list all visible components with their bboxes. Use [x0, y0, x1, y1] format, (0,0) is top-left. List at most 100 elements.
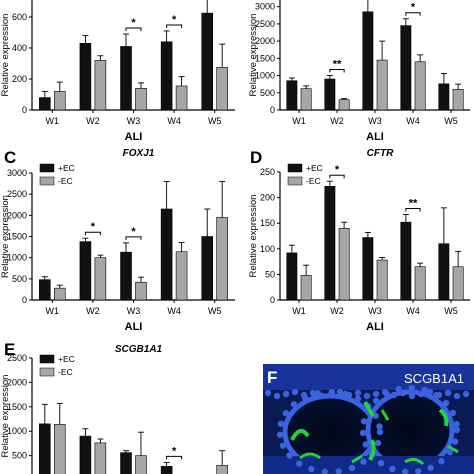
bar-minus-ec-w2 — [338, 228, 350, 301]
y-tick-label: 500 — [260, 88, 275, 98]
x-tick-label: W4 — [406, 306, 420, 316]
nucleus — [401, 468, 409, 474]
bar-plus-ec-w5 — [438, 243, 450, 301]
bar-minus-ec-w2 — [94, 60, 107, 111]
nucleus — [408, 392, 416, 400]
x-tick-label: W1 — [46, 306, 60, 316]
nucleus — [359, 429, 367, 437]
bar-minus-ec-w4 — [414, 266, 426, 301]
y-tick-label: 3000 — [7, 168, 27, 178]
bar-minus-ec-w3 — [376, 59, 388, 111]
bar-plus-ec-w2 — [324, 78, 336, 111]
y-tick-label: 2000 — [255, 36, 275, 46]
nucleus — [282, 410, 290, 417]
x-axis-label: ALI — [366, 131, 384, 143]
x-tick-label: W1 — [46, 116, 60, 126]
nucleus — [374, 439, 382, 447]
significance-bracket — [405, 12, 421, 16]
nucleus — [453, 392, 461, 400]
x-tick-label: W4 — [406, 116, 420, 126]
y-tick-label: 0 — [22, 295, 27, 305]
chart-title: FOXJ1 — [123, 148, 155, 159]
bar-minus-ec-w5 — [452, 266, 464, 301]
x-tick-label: W5 — [444, 116, 458, 126]
bar-minus-ec-w1 — [53, 91, 66, 111]
micrograph-label: SCGB1A1 — [404, 371, 464, 386]
bar-plus-ec-w3 — [362, 237, 374, 301]
significance-bracket — [125, 236, 142, 240]
y-tick-label: 0 — [270, 295, 275, 305]
bar-plus-ec-w4 — [400, 25, 412, 111]
legend-label: +EC — [58, 163, 75, 173]
significance-star: * — [131, 226, 136, 238]
bar-plus-ec-w2 — [79, 43, 92, 111]
x-axis-label: ALI — [366, 321, 384, 333]
bar-minus-ec-w1 — [53, 424, 66, 474]
bar-plus-ec-w1 — [39, 97, 51, 111]
y-tick-label: 2500 — [7, 353, 27, 363]
y-tick-label: 250 — [260, 167, 275, 177]
bar-plus-ec-w3 — [120, 452, 132, 474]
y-tick-label: 1000 — [7, 253, 27, 263]
nucleus — [362, 441, 370, 448]
significance-bracket — [166, 24, 183, 28]
nucleus — [342, 390, 349, 398]
panel-letter-e: E — [4, 340, 15, 359]
legend-swatch — [39, 354, 55, 364]
legend-swatch — [39, 163, 55, 173]
nucleus — [291, 388, 299, 396]
y-tick-label: 200 — [260, 193, 275, 203]
bar-plus-ec-w5 — [201, 236, 214, 301]
nucleus — [421, 386, 428, 394]
bar-plus-ec-w1 — [286, 80, 298, 111]
x-tick-label: W3 — [127, 306, 141, 316]
legend-swatch — [39, 176, 55, 186]
bar-minus-ec-w3 — [135, 455, 147, 474]
x-tick-label: W1 — [292, 306, 306, 316]
x-axis-label: ALI — [125, 131, 143, 143]
bar-plus-ec-w1 — [39, 423, 51, 474]
nucleus — [335, 468, 342, 474]
significance-star: ** — [409, 197, 418, 209]
bar-minus-ec-w5 — [452, 89, 464, 111]
nucleus — [360, 418, 368, 425]
x-tick-label: W1 — [292, 116, 306, 126]
nucleus — [309, 389, 317, 397]
bar-minus-ec-w3 — [376, 259, 388, 301]
significance-bracket — [125, 27, 142, 32]
nucleus — [438, 458, 445, 465]
bar-plus-ec-w2 — [79, 435, 92, 474]
x-tick-label: W5 — [444, 306, 458, 316]
nucleus — [427, 464, 434, 471]
bar-minus-ec-w2 — [338, 99, 350, 111]
bar-plus-ec-w4 — [160, 466, 173, 474]
bar-plus-ec-w1 — [286, 252, 298, 301]
nucleus — [395, 386, 402, 393]
nucleus — [376, 423, 383, 430]
nucleus — [360, 458, 367, 465]
nucleus — [321, 468, 328, 474]
significance-bracket — [166, 455, 183, 460]
nucleus — [408, 384, 415, 392]
legend-label: -EC — [58, 176, 73, 186]
significance-star: * — [91, 221, 96, 233]
nucleus — [389, 465, 396, 473]
bar-minus-ec-w2 — [94, 257, 107, 301]
nucleus — [376, 428, 384, 436]
bar-minus-ec-w1 — [300, 275, 312, 301]
stain-signal — [290, 428, 310, 441]
nucleus — [377, 459, 385, 467]
y-tick-label: 600 — [12, 12, 27, 22]
x-tick-label: W4 — [167, 116, 181, 126]
x-tick-label: W3 — [127, 116, 141, 126]
y-tick-label: 2500 — [255, 19, 275, 29]
bar-plus-ec-w3 — [362, 11, 374, 111]
chart-title: CFTR — [367, 148, 394, 159]
y-tick-label: 0 — [270, 105, 275, 115]
nucleus — [453, 426, 461, 434]
nucleus — [279, 442, 287, 449]
panel-letter-d: D — [250, 148, 262, 167]
bar-minus-ec-w1 — [300, 88, 312, 111]
